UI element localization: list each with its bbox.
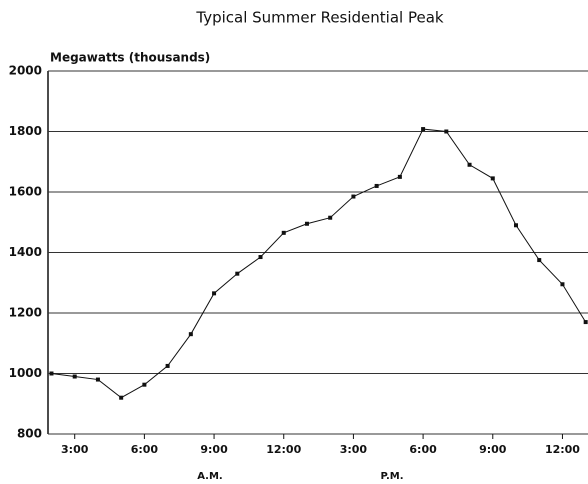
x-tick-label: 9:00 [479,443,507,456]
data-point [514,223,518,228]
data-point [351,194,356,199]
y-tick-label: 1600 [9,185,42,199]
data-point [560,282,565,287]
data-point [328,215,333,220]
data-point [374,183,379,188]
x-tick-label: 3:00 [340,443,368,456]
data-point [583,320,588,325]
y-axis-label: Megawatts (thousands) [50,51,210,65]
y-tick-label: 1000 [9,366,42,380]
data-point [235,271,240,276]
data-point [281,230,286,235]
data-point [49,371,54,376]
data-point [537,258,542,263]
x-tick-label: 6:00 [131,443,159,456]
y-tick-label: 800 [17,427,42,441]
data-point [188,332,193,337]
x-tick-label: 6:00 [409,443,437,456]
data-point [95,377,100,382]
data-point [467,162,472,167]
y-tick-label: 1800 [9,124,42,138]
data-point [212,291,217,296]
data-point [490,176,495,181]
data-point [444,129,449,134]
chart-title: Typical Summer Residential Peak [195,9,444,27]
data-point [421,127,426,132]
data-line [51,128,587,399]
y-tick-label: 2000 [9,64,42,78]
x-tick-label: 9:00 [200,443,228,456]
annotation: P.M. [380,471,403,482]
x-tick-label: 12:00 [545,443,580,456]
data-point [397,174,402,179]
data-point [119,395,124,400]
x-tick-label: 12:00 [266,443,301,456]
data-point [142,382,147,387]
data-point [72,374,77,379]
data-point [304,221,309,226]
y-tick-label: 1200 [9,306,42,320]
data-point [165,363,170,368]
y-tick-label: 1400 [9,245,42,259]
annotation: A.M. [197,471,222,482]
data-point [258,255,263,260]
x-tick-label: 3:00 [61,443,89,456]
